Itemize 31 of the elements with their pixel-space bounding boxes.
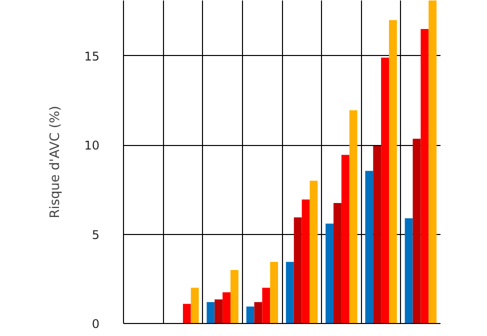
bar bbox=[341, 154, 350, 324]
bar bbox=[420, 29, 429, 324]
bar bbox=[302, 199, 310, 324]
bar bbox=[286, 262, 294, 324]
y-axis-title: Risque d'AVC (%) bbox=[48, 106, 64, 218]
bar bbox=[222, 292, 230, 324]
bar bbox=[262, 288, 270, 324]
bar bbox=[206, 302, 215, 324]
bar bbox=[230, 270, 238, 324]
bar bbox=[270, 262, 278, 324]
bar bbox=[373, 146, 382, 324]
y-tick-label: 10 bbox=[84, 138, 100, 153]
y-tick-label: 5 bbox=[92, 228, 100, 242]
bar bbox=[388, 20, 397, 324]
bar bbox=[254, 302, 262, 324]
y-tick-label: 15 bbox=[84, 49, 100, 64]
bar bbox=[365, 170, 374, 324]
bar bbox=[326, 224, 334, 324]
bar bbox=[404, 218, 413, 324]
bar bbox=[214, 299, 223, 324]
bar bbox=[246, 306, 254, 324]
bar bbox=[334, 203, 342, 324]
bar bbox=[412, 138, 421, 324]
bar bbox=[349, 110, 358, 324]
bar bbox=[182, 304, 191, 324]
bar bbox=[428, 0, 437, 324]
bar bbox=[190, 288, 199, 324]
bar bbox=[381, 58, 389, 324]
bar bbox=[310, 180, 318, 324]
y-tick-label: 0 bbox=[92, 317, 100, 331]
bar bbox=[294, 217, 302, 324]
